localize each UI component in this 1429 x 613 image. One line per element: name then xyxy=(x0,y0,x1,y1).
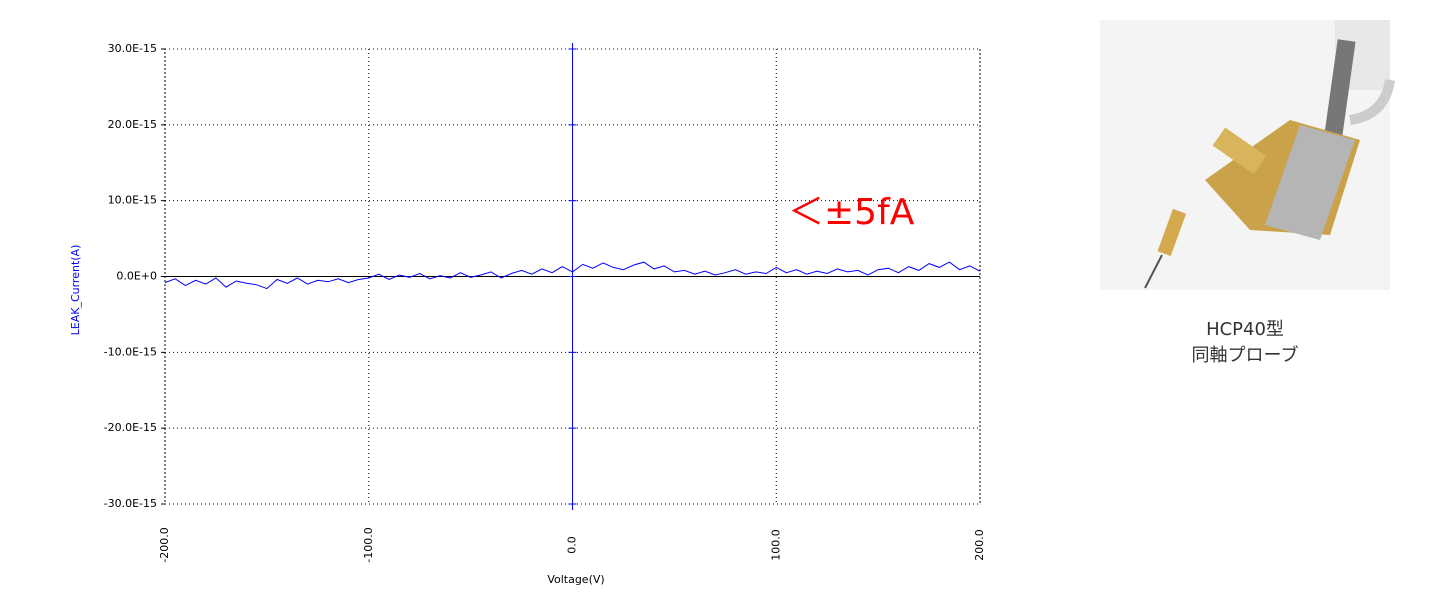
y-axis-title: LEAK_Current(A) xyxy=(69,245,82,336)
x-axis-title: Voltage(V) xyxy=(547,573,604,586)
x-tick-label: 200.0 xyxy=(973,529,986,561)
y-tick-label: -20.0E-15 xyxy=(104,421,157,434)
needle xyxy=(1144,254,1163,289)
y-tick-label: 0.0E+0 xyxy=(116,270,157,283)
x-tick-label: -200.0 xyxy=(158,527,171,562)
caption: 同軸プローブ xyxy=(1192,344,1299,366)
probe-photo xyxy=(1100,20,1395,290)
caption: HCP40型 xyxy=(1206,319,1284,340)
y-tick-label: 30.0E-15 xyxy=(108,42,157,55)
x-tick-label: 0.0 xyxy=(566,536,579,554)
x-tick-label: -100.0 xyxy=(362,527,375,562)
y-tick-label: 10.0E-15 xyxy=(108,194,157,207)
x-tick-label: 100.0 xyxy=(769,529,782,561)
y-tick-label: -30.0E-15 xyxy=(104,497,157,510)
data-line xyxy=(164,261,981,290)
connector xyxy=(1212,127,1267,175)
cable xyxy=(1349,79,1395,125)
needle-holder xyxy=(1157,208,1187,257)
y-tick-label: 20.0E-15 xyxy=(108,118,157,131)
y-tick-label: -10.0E-15 xyxy=(104,345,157,358)
annotation: ＜±5fA xyxy=(788,192,915,233)
steel-plate xyxy=(1265,125,1355,240)
probe-arm xyxy=(1322,39,1356,151)
